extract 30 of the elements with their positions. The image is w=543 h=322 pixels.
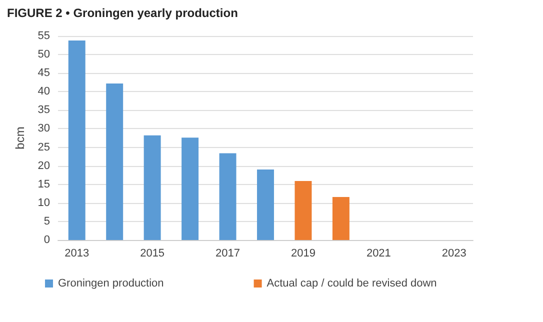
y-tick-label: 10 bbox=[38, 196, 50, 209]
y-tick-label: 50 bbox=[38, 48, 50, 61]
y-tick-label: 40 bbox=[38, 86, 50, 98]
y-tick-label: 0 bbox=[44, 234, 50, 246]
y-tick-label: 20 bbox=[38, 160, 50, 172]
y-tick-label: 35 bbox=[38, 104, 50, 116]
x-tick-label: 2013 bbox=[64, 248, 90, 260]
bar bbox=[68, 40, 86, 240]
bar bbox=[219, 153, 236, 240]
x-tick-label: 2015 bbox=[140, 248, 165, 260]
y-tick-label: 55 bbox=[38, 30, 50, 42]
x-tick-label: 2019 bbox=[290, 248, 316, 260]
y-tick-label: 45 bbox=[38, 67, 50, 80]
y-tick-label: 5 bbox=[44, 215, 50, 228]
bar bbox=[182, 138, 199, 240]
bar bbox=[294, 181, 312, 240]
chart-title: FIGURE 2 • Groningen yearly production bbox=[7, 6, 238, 20]
x-tick-label: 2023 bbox=[442, 248, 466, 260]
bar bbox=[144, 135, 161, 240]
x-tick-label: 2017 bbox=[216, 248, 240, 260]
y-tick-label: 15 bbox=[38, 178, 50, 190]
legend-label: Groningen production bbox=[58, 278, 164, 290]
y-axis-title: bcm bbox=[13, 126, 27, 150]
legend-label: Actual cap / could be revised down bbox=[266, 278, 437, 290]
x-tick-label: 2021 bbox=[366, 248, 391, 260]
bar bbox=[257, 170, 274, 240]
y-tick-label: 25 bbox=[38, 141, 50, 154]
bar bbox=[106, 83, 124, 240]
bar bbox=[332, 196, 350, 240]
y-tick-label: 30 bbox=[38, 122, 50, 135]
